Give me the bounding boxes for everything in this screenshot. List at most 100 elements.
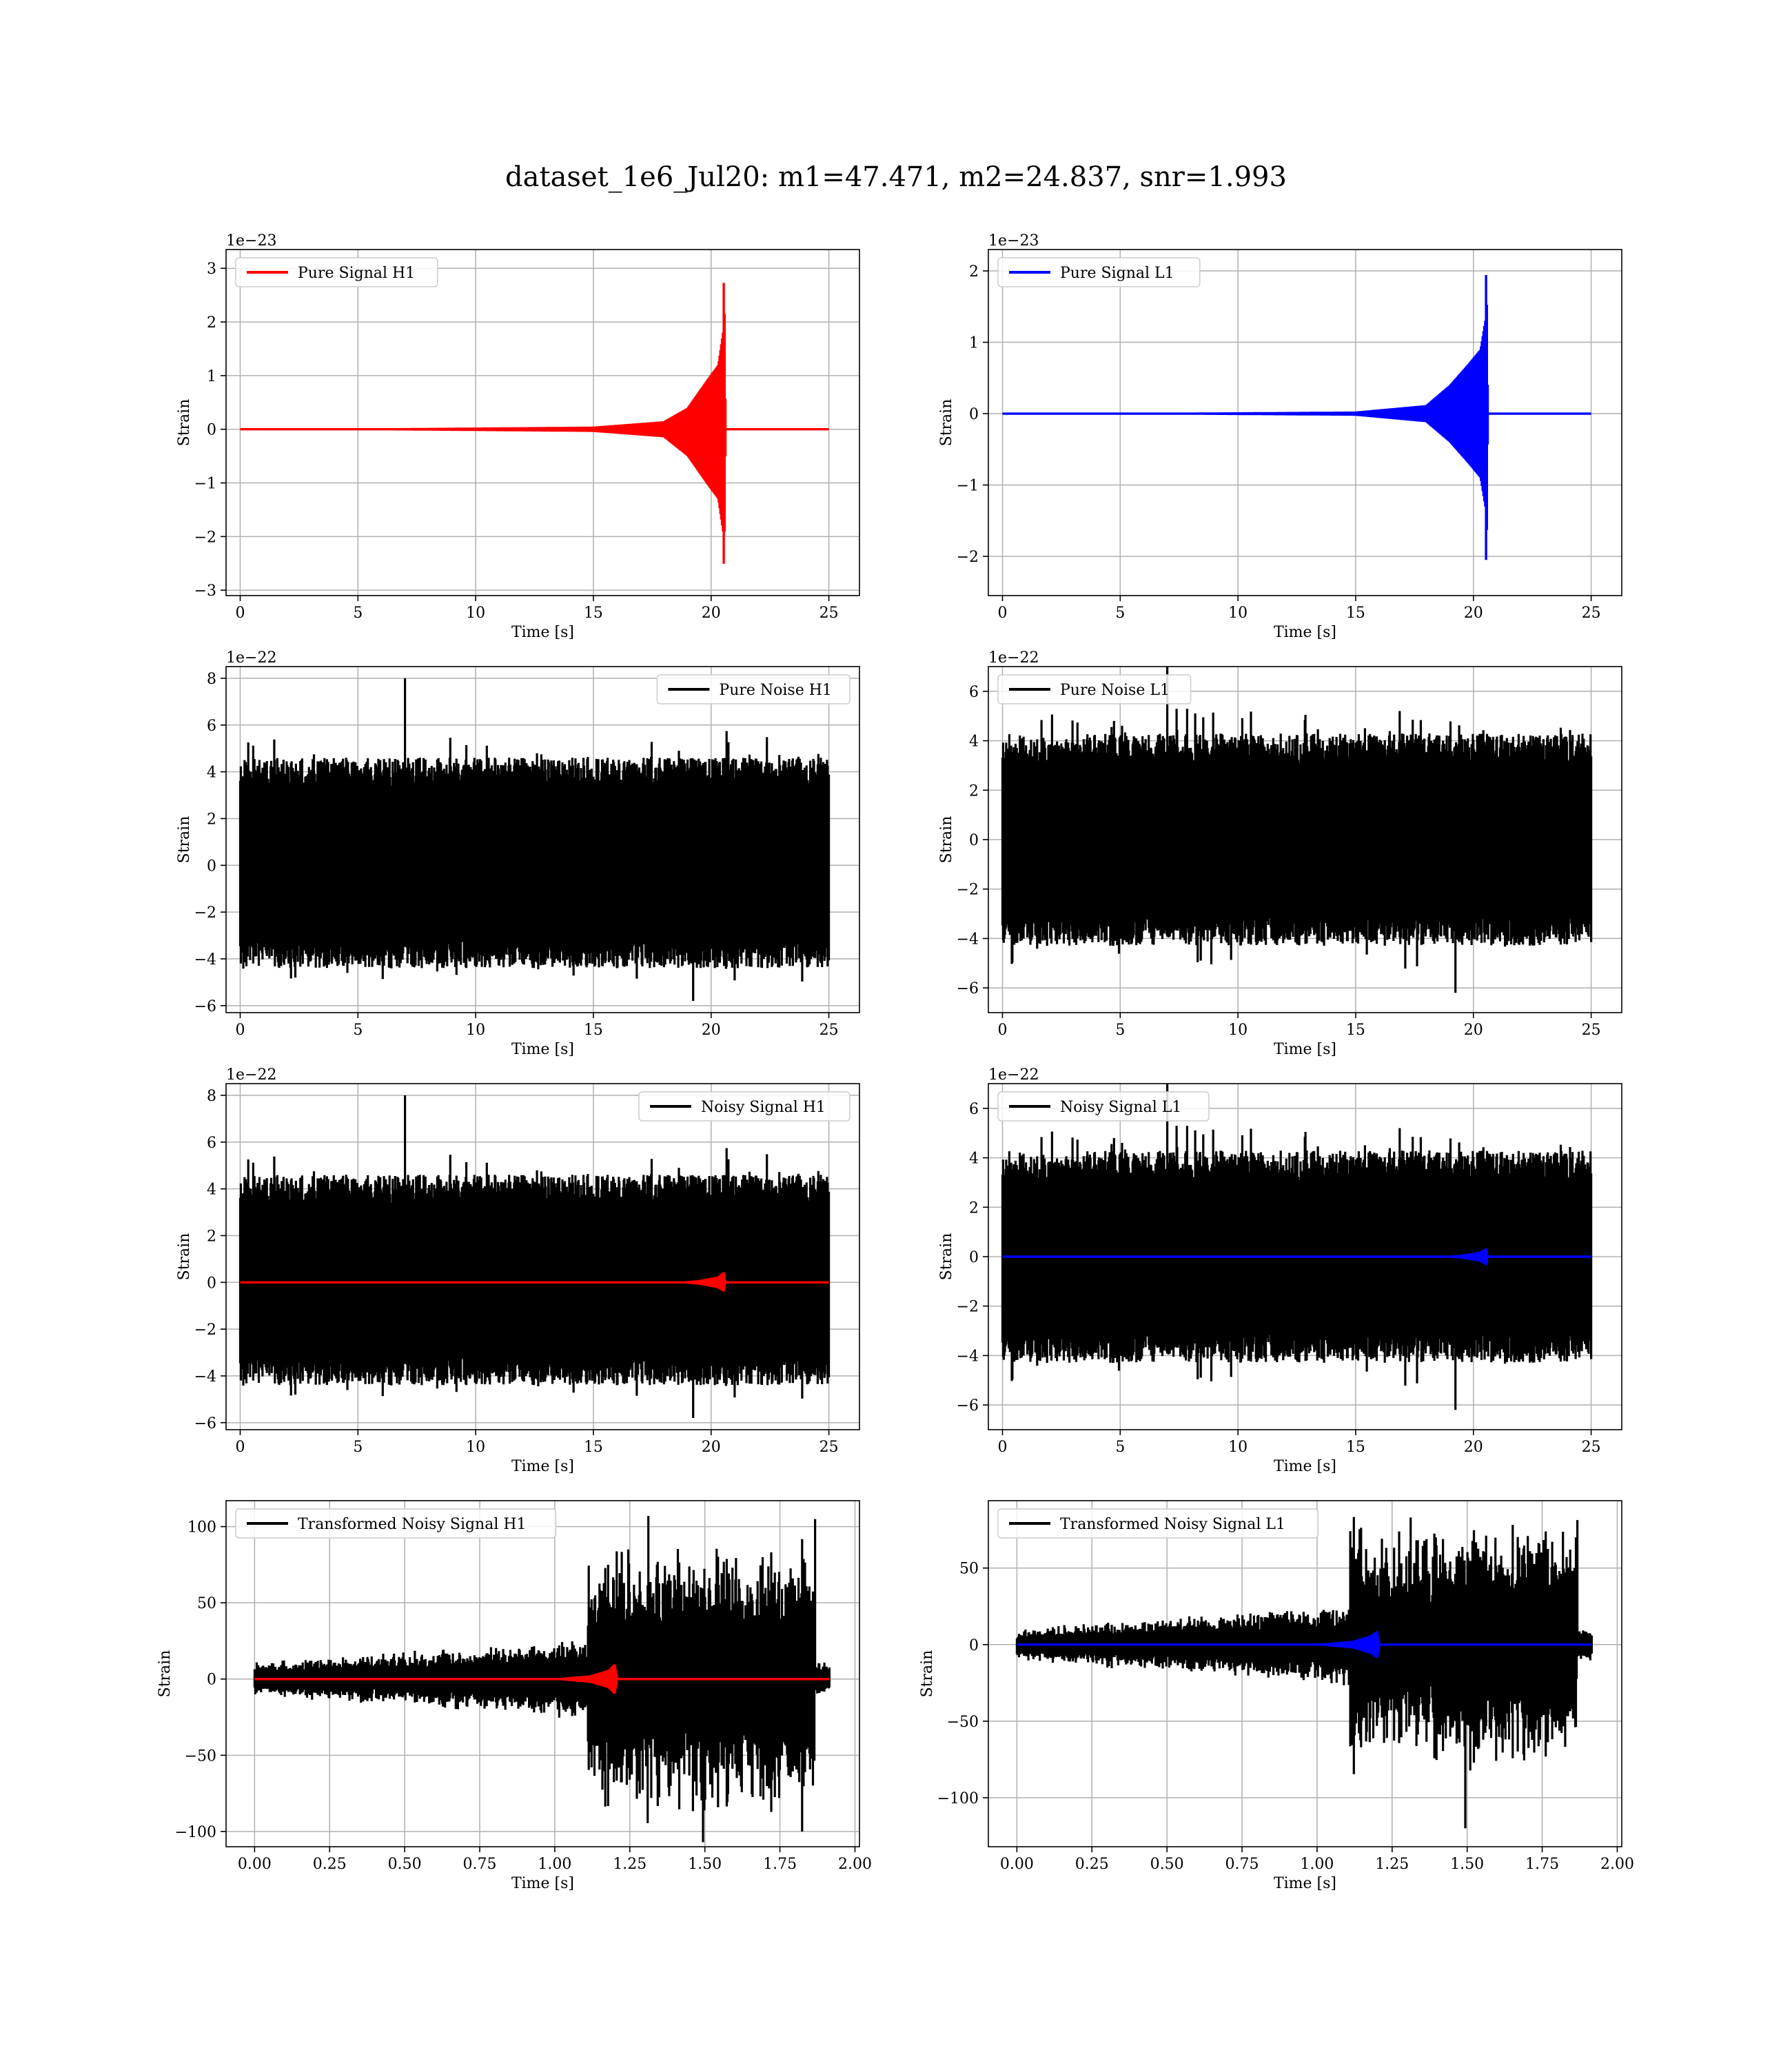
x-tick-label: 10 xyxy=(1228,1022,1248,1039)
x-tick-label: 1.25 xyxy=(613,1856,646,1873)
x-axis-label: Time [s] xyxy=(1274,1458,1336,1475)
y-tick-label: −100 xyxy=(175,1824,216,1841)
axis-offset-text: 1e−22 xyxy=(226,1066,276,1084)
y-tick-label: −1 xyxy=(957,478,979,495)
y-axis-label: Strain xyxy=(156,1650,174,1698)
axis-offset-text: 1e−22 xyxy=(226,649,276,667)
y-tick-label: −4 xyxy=(957,1348,979,1365)
y-tick-label: 0 xyxy=(207,422,216,439)
x-tick-label: 20 xyxy=(1464,1439,1483,1456)
y-axis-label: Strain xyxy=(938,1233,955,1281)
y-tick-label: −50 xyxy=(947,1714,979,1731)
y-tick-label: 4 xyxy=(969,1150,979,1168)
x-tick-label: 2.00 xyxy=(838,1856,872,1873)
y-tick-label: −4 xyxy=(957,931,979,948)
axis-offset-text: 1e−23 xyxy=(988,232,1039,250)
y-tick-label: 50 xyxy=(959,1561,979,1578)
axis-offset-text: 1e−22 xyxy=(988,649,1039,667)
legend-box xyxy=(997,257,1201,287)
series-noisy-signal-h1-signal xyxy=(240,1272,829,1292)
x-tick-label: 0 xyxy=(235,1439,245,1456)
x-tick-label: 0.00 xyxy=(238,1856,272,1873)
legend: Transformed Noisy Signal L1 xyxy=(997,1508,1319,1539)
x-tick-label: 20 xyxy=(702,605,721,622)
plot-frame xyxy=(988,1500,1622,1847)
x-tick-label: 0 xyxy=(235,1022,245,1039)
y-tick-label: 0 xyxy=(207,1275,216,1292)
y-tick-label: 6 xyxy=(207,718,216,735)
y-tick-label: 1 xyxy=(207,368,216,385)
y-tick-label: 0 xyxy=(969,406,979,423)
x-tick-label: 1.00 xyxy=(538,1856,571,1873)
x-tick-label: 15 xyxy=(584,605,603,622)
y-tick-label: 50 xyxy=(197,1595,216,1612)
legend-box xyxy=(235,257,438,287)
legend-box xyxy=(997,1091,1210,1122)
x-tick-label: 20 xyxy=(1464,605,1483,622)
panel-pure-noise-l1: 0 5 10 15 20 25 −6 −4 −2 0 2 4 6 Time [s] Strain 1e−22 P… xyxy=(938,649,1622,1058)
legend: Transformed Noisy Signal H1 xyxy=(235,1508,557,1539)
y-tick-label: 4 xyxy=(207,764,216,782)
legend: Noisy Signal L1 xyxy=(997,1091,1210,1122)
x-tick-label: 0 xyxy=(997,1439,1007,1456)
legend-label: Transformed Noisy Signal H1 xyxy=(298,1516,527,1533)
panel-pure-noise-h1: 0 5 10 15 20 25 −6 −4 −2 0 2 4 6 8 Time [s] Strain 1e−22… xyxy=(176,649,860,1058)
x-tick-label: 1.25 xyxy=(1375,1856,1409,1873)
y-tick-label: −6 xyxy=(957,1397,979,1415)
plot-frame xyxy=(988,249,1622,596)
y-tick-label: 0 xyxy=(969,1637,979,1654)
x-tick-label: 10 xyxy=(1228,605,1248,622)
x-tick-label: 1.50 xyxy=(1450,1856,1484,1873)
x-tick-label: 10 xyxy=(1228,1439,1248,1456)
x-tick-label: 1.50 xyxy=(688,1856,722,1873)
plot-frame xyxy=(225,249,860,596)
x-tick-label: 5 xyxy=(1115,605,1125,622)
y-tick-label: −2 xyxy=(194,1321,216,1339)
x-tick-label: 0 xyxy=(997,1022,1007,1039)
x-tick-label: 20 xyxy=(702,1022,721,1039)
x-tick-label: 0 xyxy=(997,605,1007,622)
y-axis-label: Strain xyxy=(176,816,193,864)
legend: Noisy Signal H1 xyxy=(638,1091,851,1122)
y-tick-label: 100 xyxy=(187,1519,216,1537)
y-tick-label: 4 xyxy=(207,1182,216,1199)
x-axis-label: Time [s] xyxy=(511,1041,574,1058)
y-tick-label: −100 xyxy=(937,1790,979,1807)
x-tick-label: 5 xyxy=(1115,1439,1125,1456)
y-tick-label: −2 xyxy=(194,529,216,546)
y-axis-label: Strain xyxy=(176,1233,193,1281)
legend-box xyxy=(997,1508,1319,1539)
series-pure-noise-l1-noise xyxy=(1001,667,1593,993)
series-transformed-l1-signal xyxy=(1017,1631,1592,1659)
x-tick-label: 15 xyxy=(1346,1022,1365,1039)
x-tick-label: 0.75 xyxy=(1225,1856,1259,1873)
x-tick-label: 1.00 xyxy=(1300,1856,1334,1873)
legend: Pure Noise H1 xyxy=(656,674,851,704)
y-tick-label: 0 xyxy=(969,1249,979,1266)
y-tick-label: 2 xyxy=(207,1228,216,1245)
axis-offset-text: 1e−22 xyxy=(988,1066,1039,1084)
y-tick-label: 6 xyxy=(969,1101,979,1118)
y-tick-label: 2 xyxy=(969,1199,979,1217)
x-axis-label: Time [s] xyxy=(1274,1041,1336,1058)
series-transformed-h1-signal xyxy=(254,1664,830,1694)
x-tick-label: 5 xyxy=(353,605,363,622)
legend-label: Transformed Noisy Signal L1 xyxy=(1060,1516,1285,1533)
y-axis-label: Strain xyxy=(938,816,955,864)
x-tick-label: 25 xyxy=(1582,1439,1601,1456)
x-axis-label: Time [s] xyxy=(1274,624,1336,641)
y-tick-label: −6 xyxy=(194,1415,216,1432)
series-pure-signal-l1-signal xyxy=(1002,275,1591,560)
x-axis-label: Time [s] xyxy=(511,1458,574,1475)
x-tick-label: 20 xyxy=(702,1439,721,1456)
y-tick-label: 0 xyxy=(207,858,216,875)
panel-noisy-signal-h1: 0 5 10 15 20 25 −6 −4 −2 0 2 4 6 8 Time [s] Strain 1e−22… xyxy=(176,1066,860,1475)
plot-frame xyxy=(225,1083,860,1430)
y-tick-label: −4 xyxy=(194,951,216,969)
y-tick-label: −3 xyxy=(194,582,216,600)
y-tick-label: −1 xyxy=(194,476,216,493)
y-tick-label: −2 xyxy=(957,882,979,899)
y-axis-label: Strain xyxy=(919,1650,936,1698)
x-axis-label: Time [s] xyxy=(511,624,574,641)
